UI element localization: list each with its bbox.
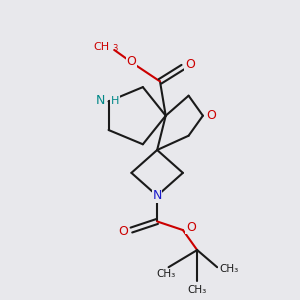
Text: CH₃: CH₃ (219, 264, 238, 274)
Text: O: O (186, 221, 196, 234)
Text: H: H (111, 96, 119, 106)
Text: CH₃: CH₃ (188, 285, 207, 295)
Text: O: O (185, 58, 195, 71)
Text: N: N (152, 189, 162, 202)
Text: 3: 3 (112, 44, 118, 53)
Text: CH: CH (93, 42, 110, 52)
Text: O: O (127, 55, 136, 68)
Text: O: O (118, 225, 128, 238)
Text: N: N (96, 94, 105, 107)
Text: CH₃: CH₃ (156, 269, 175, 279)
Text: O: O (206, 109, 216, 122)
